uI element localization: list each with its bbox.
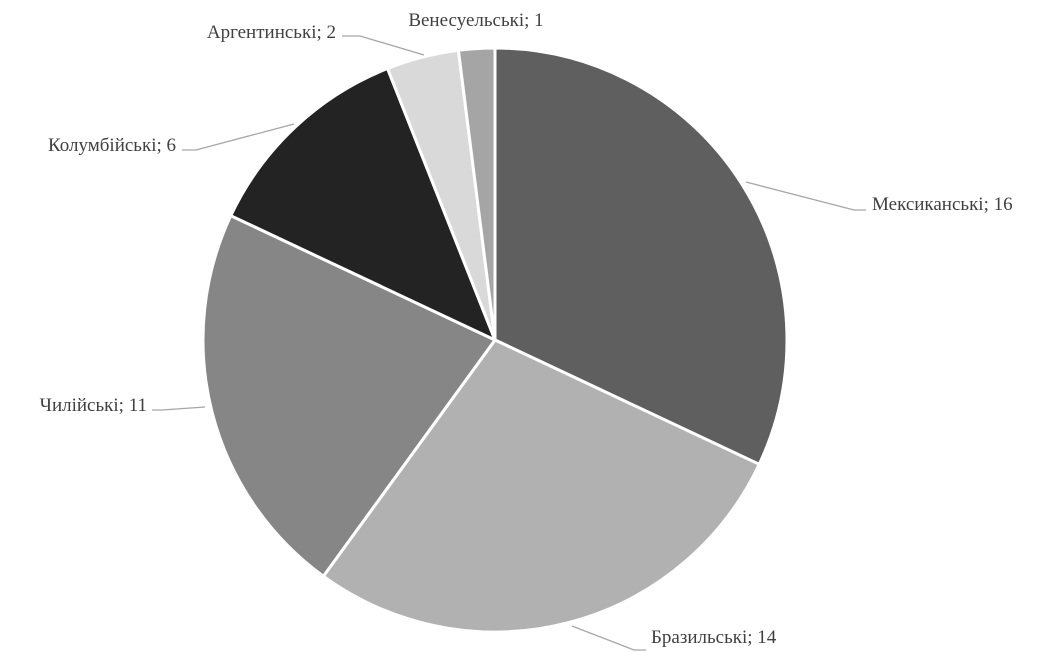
data-label-3: Чилійські; 11: [40, 395, 147, 416]
leader-line-1: [745, 181, 866, 211]
leader-line-5: [342, 35, 425, 56]
pie-slice-1: [493, 46, 789, 466]
data-labels: Мексиканські; 16 Бразильські; 14 Чилійські…: [40, 10, 1013, 648]
leader-line-3: [152, 406, 206, 411]
data-label-1: Мексиканські; 16: [872, 194, 1013, 215]
data-label-2: Бразильські; 14: [651, 627, 777, 648]
leader-line-4: [182, 123, 295, 151]
data-label-4: Колумбійські; 6: [48, 135, 176, 156]
data-label-5: Аргентинські; 2: [207, 22, 336, 43]
data-label-6: Венесуельські; 1: [408, 10, 543, 31]
pie-slice-6: [456, 46, 497, 342]
leader-lines: [152, 35, 866, 651]
pie-slice-2: [321, 338, 761, 634]
leader-line-2: [571, 625, 646, 651]
pie-slice-4: [229, 67, 497, 342]
pie-slices: [201, 46, 789, 634]
